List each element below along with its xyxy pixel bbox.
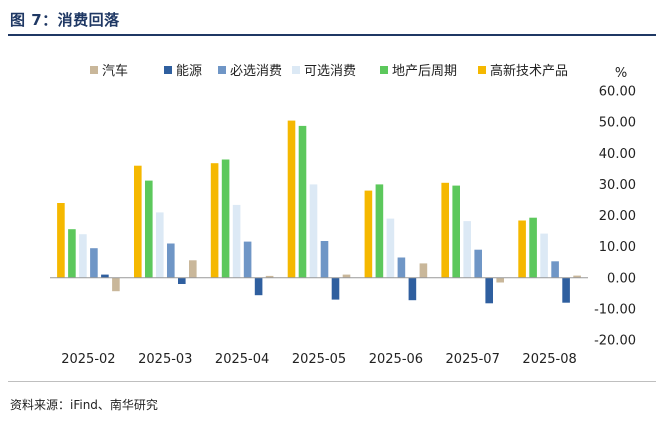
bar-能源-2025-06 [408, 277, 417, 301]
y-tick-label: -10.00 [594, 302, 636, 317]
bar-汽车-2025-08 [573, 275, 581, 278]
bar-高新技术产品-2025-04 [210, 163, 219, 278]
footer-divider [8, 381, 656, 382]
y-tick-label: -20.00 [594, 334, 636, 349]
bar-可选消费-2025-02 [79, 234, 87, 278]
legend-swatch [218, 66, 226, 74]
bar-汽车-2025-06 [419, 263, 428, 278]
bar-高新技术产品-2025-03 [134, 165, 142, 278]
legend-swatch [478, 66, 486, 74]
legend-swatch [90, 66, 98, 74]
y-tick-label: 0.00 [607, 271, 636, 286]
x-axis-ticks: 2025-02 2025-03 2025-04 2025-05 2025-06 2025-… [61, 352, 577, 367]
bar-高新技术产品-2025-06 [364, 190, 373, 278]
x-tick-label: 2025-08 [522, 352, 576, 367]
bar-必选消费-2025-03 [167, 243, 175, 278]
y-tick-label: 20.00 [599, 209, 636, 224]
legend-label: 可选消费 [304, 64, 356, 79]
legend-label: 能源 [176, 64, 202, 79]
bar-高新技术产品-2025-08 [518, 220, 526, 278]
bar-能源-2025-04 [254, 277, 263, 296]
y-axis-ticks: 60.00 50.00 40.00 30.00 20.00 10.00 0.00 -10.00… [594, 85, 636, 349]
bar-汽车-2025-02 [112, 277, 120, 292]
bar-必选消费-2025-04 [243, 241, 252, 278]
bar-可选消费-2025-07 [463, 221, 471, 278]
legend-label: 必选消费 [230, 64, 282, 79]
x-tick-label: 2025-04 [215, 352, 269, 367]
bar-汽车-2025-04 [265, 275, 274, 278]
x-tick-label: 2025-06 [369, 352, 423, 367]
bar-可选消费-2025-06 [386, 218, 395, 278]
bar-group [57, 120, 581, 304]
y-tick-label: 10.00 [599, 240, 636, 255]
legend-swatch [380, 66, 388, 74]
bar-chart: 汽车 能源 必选消费 可选消费 地产后周期 高新技术产品 60.00 50.00 40.00 3… [50, 63, 636, 367]
y-tick-label: 50.00 [599, 116, 636, 131]
bar-能源-2025-05 [331, 277, 340, 300]
bar-必选消费-2025-05 [320, 241, 329, 278]
x-tick-label: 2025-05 [292, 352, 346, 367]
bar-地产后周期-2025-05 [298, 125, 307, 278]
bar-高新技术产品-2025-07 [441, 182, 449, 278]
bar-必选消费-2025-07 [474, 249, 482, 278]
bar-地产后周期-2025-07 [452, 185, 460, 278]
bar-能源-2025-07 [485, 277, 493, 304]
y-tick-label: 40.00 [599, 147, 636, 162]
bar-地产后周期-2025-03 [145, 180, 153, 278]
bar-可选消费-2025-08 [540, 233, 548, 278]
legend-label: 地产后周期 [392, 64, 457, 79]
y-tick-label: 60.00 [599, 85, 636, 100]
bar-地产后周期-2025-02 [68, 229, 76, 278]
source-note: 资料来源：iFind、南华研究 [10, 398, 158, 412]
bar-汽车-2025-07 [496, 277, 504, 283]
legend-label: 高新技术产品 [490, 63, 568, 79]
bar-地产后周期-2025-08 [529, 217, 537, 278]
bar-可选消费-2025-03 [156, 212, 164, 278]
bar-能源-2025-02 [101, 274, 109, 278]
title-underline [8, 34, 656, 36]
figure-title: 图 7：消费回落 [10, 11, 120, 29]
bar-必选消费-2025-08 [551, 261, 559, 278]
bar-能源-2025-03 [178, 277, 186, 284]
bar-地产后周期-2025-06 [375, 184, 384, 278]
bar-汽车-2025-03 [189, 260, 197, 278]
bar-地产后周期-2025-04 [221, 159, 230, 278]
bar-必选消费-2025-06 [397, 257, 406, 278]
legend-swatch [164, 66, 172, 74]
bar-可选消费-2025-04 [232, 204, 241, 278]
bar-必选消费-2025-02 [90, 248, 98, 278]
bar-高新技术产品-2025-05 [287, 120, 296, 278]
y-axis-unit-label: % [615, 66, 627, 81]
legend-swatch [292, 66, 300, 74]
bar-高新技术产品-2025-02 [57, 203, 65, 278]
bar-汽车-2025-05 [342, 274, 351, 278]
chart-legend: 汽车 能源 必选消费 可选消费 地产后周期 高新技术产品 [90, 63, 568, 79]
x-tick-label: 2025-07 [446, 352, 500, 367]
legend-label: 汽车 [102, 63, 128, 79]
x-tick-label: 2025-02 [61, 352, 115, 367]
y-tick-label: 30.00 [599, 178, 636, 193]
x-tick-label: 2025-03 [138, 352, 192, 367]
bar-能源-2025-08 [562, 277, 570, 303]
bar-可选消费-2025-05 [309, 184, 318, 278]
